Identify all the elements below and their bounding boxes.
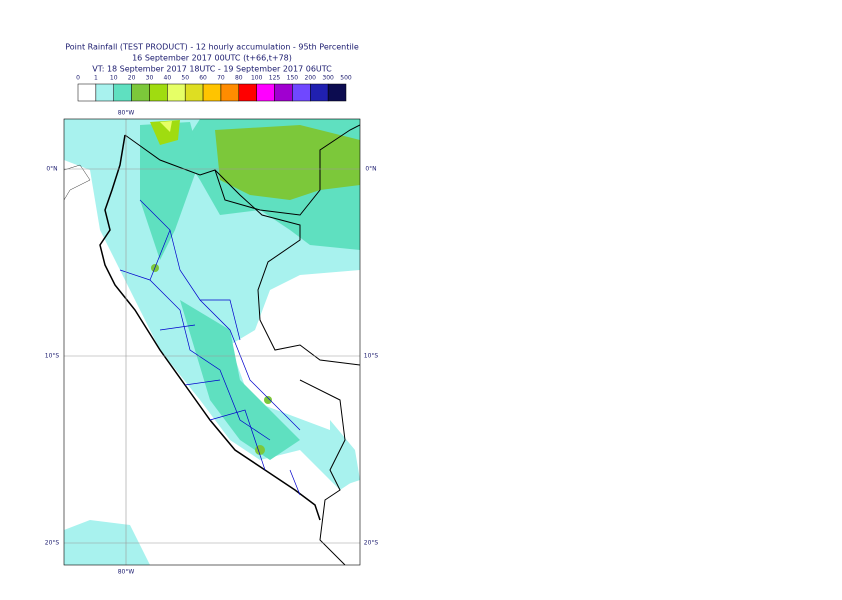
legend: 0 1 10 20 30 40 50 60 70 80 100 125 150 200 300 500 — [76, 75, 352, 102]
lat-label: 0°N — [46, 166, 57, 173]
lon-label: 80°W — [118, 569, 135, 576]
legend-label: 150 — [287, 75, 299, 82]
legend-label: 10 — [110, 75, 118, 82]
legend-swatch — [113, 83, 132, 102]
legend-swatch — [274, 83, 293, 102]
legend-swatch — [95, 83, 114, 102]
legend-label: 300 — [322, 75, 334, 82]
legend-label: 30 — [146, 75, 154, 82]
legend-swatch — [184, 83, 204, 102]
run-time: 16 September 2017 00UTC (t+66,t+78) — [132, 54, 292, 63]
legend-label: 0 — [76, 75, 80, 82]
legend-swatch — [149, 83, 168, 102]
lat-label: 10°S — [45, 353, 60, 360]
title: Point Rainfall (TEST PRODUCT) - 12 hourl… — [65, 43, 359, 52]
legend-swatch — [220, 83, 240, 102]
lat-labels: 0°N 0°N 10°S 10°S 20°S 20°S — [45, 166, 379, 547]
lon-label: 80°W — [118, 110, 135, 117]
lat-label: 0°N — [365, 166, 376, 173]
legend-label: 100 — [251, 75, 263, 82]
legend-swatch — [202, 83, 222, 102]
legend-label: 1 — [94, 75, 98, 82]
valid-time: VT: 18 September 2017 18UTC - 19 Septemb… — [92, 65, 332, 74]
legend-label: 80 — [235, 75, 243, 82]
legend-swatch — [238, 83, 257, 102]
legend-swatch — [77, 83, 97, 102]
lat-label: 10°S — [364, 353, 379, 360]
map — [64, 119, 360, 565]
legend-swatch — [327, 83, 347, 102]
lat-label: 20°S — [364, 540, 379, 547]
lat-label: 20°S — [45, 540, 60, 547]
legend-label: 40 — [164, 75, 172, 82]
legend-swatch — [131, 83, 150, 102]
legend-label: 20 — [128, 75, 136, 82]
legend-swatch — [256, 83, 275, 102]
legend-label: 50 — [181, 75, 189, 82]
legend-swatch — [292, 83, 311, 102]
legend-label: 125 — [269, 75, 281, 82]
map-frame — [63, 118, 361, 566]
legend-label: 200 — [305, 75, 317, 82]
legend-label: 70 — [217, 75, 225, 82]
legend-label: 60 — [199, 75, 207, 82]
legend-swatch — [310, 83, 329, 102]
legend-label: 500 — [340, 75, 352, 82]
legend-swatch — [167, 83, 186, 102]
